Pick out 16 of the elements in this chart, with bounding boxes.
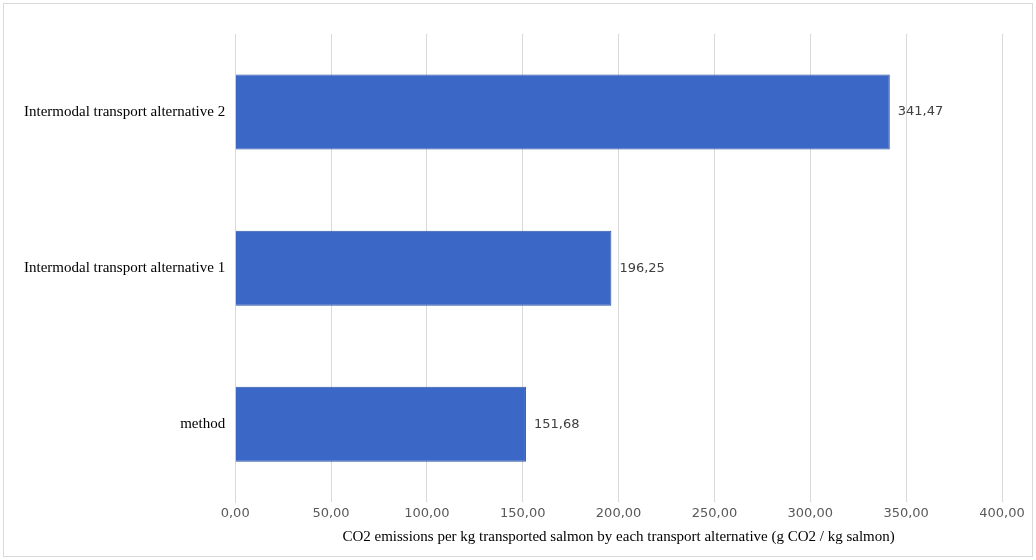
data-label: 196,25 — [619, 259, 665, 275]
x-tick-label: 100,00 — [404, 504, 450, 520]
x-tick-label: 400,00 — [979, 504, 1025, 520]
y-tick-label: Intermodal transport alternative 1 — [23, 259, 226, 276]
y-tick-label: method — [180, 415, 226, 432]
y-tick-label: Intermodal transport alternative 2 — [23, 103, 226, 119]
x-tick-label: 50,00 — [312, 504, 350, 520]
x-tick-label: 250,00 — [691, 504, 738, 520]
x-tick-label: 300,00 — [787, 504, 834, 520]
x-tick-label: 0,00 — [220, 504, 250, 520]
data-label: 341,47 — [897, 103, 944, 119]
x-axis-title: CO2 emissions per kg transported salmon by each transport alternative (g CO2 / kg salmon) — [342, 527, 895, 545]
x-tick-label: 350,00 — [883, 504, 929, 520]
x-tick-label: 200,00 — [595, 504, 642, 520]
x-tick-label: 150,00 — [499, 504, 546, 520]
data-label: 151,68 — [533, 415, 580, 431]
